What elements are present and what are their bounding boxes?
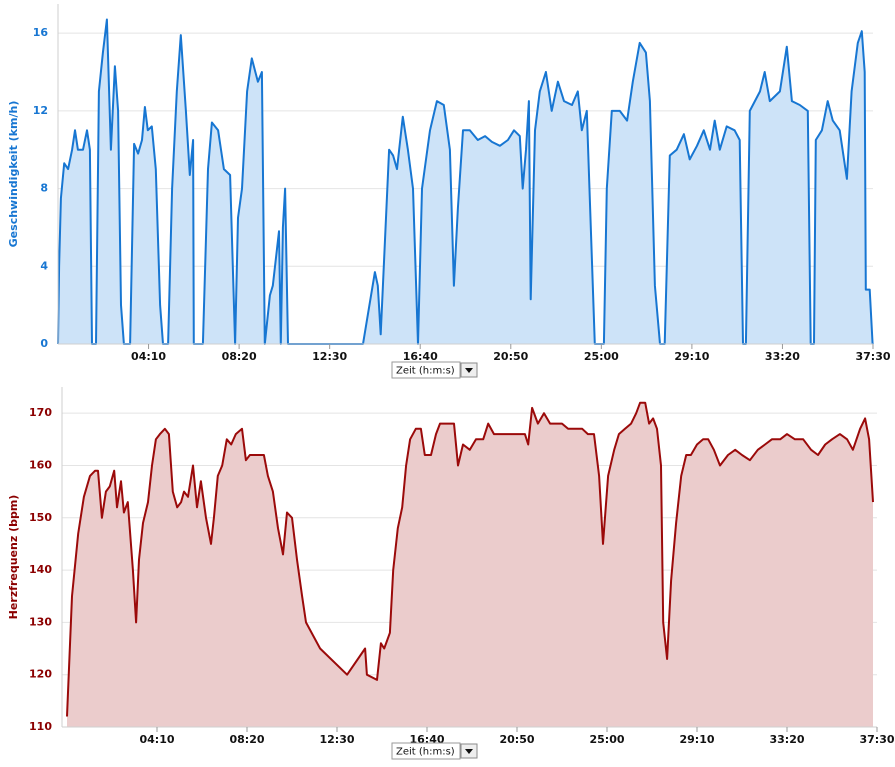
series-line — [66, 401, 874, 717]
selector-box[interactable] — [391, 361, 461, 379]
x-tick-label: 04:10 — [139, 733, 174, 746]
x-tick-label: 08:20 — [222, 350, 257, 363]
y-tick-label: 110 — [29, 720, 52, 733]
y-axis-label: Herzfrequenz (bpm) — [7, 495, 20, 620]
x-tick-label: 04:10 — [131, 350, 166, 363]
y-tick-label: 150 — [29, 511, 52, 524]
y-tick-label: 170 — [29, 406, 52, 419]
x-tick-label: 29:10 — [679, 733, 714, 746]
x-tick-label: 33:20 — [765, 350, 800, 363]
x-axis-selector[interactable]: Zeit (h:m:s) — [391, 361, 478, 379]
x-tick-label: 08:20 — [229, 733, 264, 746]
x-tick-label: 25:00 — [584, 350, 619, 363]
x-tick-label: 20:50 — [493, 350, 528, 363]
series-line — [57, 18, 874, 345]
x-tick-label: 37:30 — [855, 350, 890, 363]
x-tick-label: 12:30 — [319, 733, 354, 746]
y-tick-label: 16 — [33, 26, 49, 39]
y-tick-label: 0 — [40, 337, 48, 350]
selector-text[interactable]: Zeit (h:m:s) — [396, 747, 455, 758]
y-tick-label: 140 — [29, 563, 52, 576]
y-tick-label: 120 — [29, 668, 52, 681]
x-tick-label: 20:50 — [499, 733, 534, 746]
y-axis-label: Geschwindigkeit (km/h) — [7, 101, 20, 248]
y-tick-label: 12 — [33, 104, 48, 117]
selector-text[interactable]: Zeit (h:m:s) — [396, 366, 455, 377]
selector-arrow[interactable] — [465, 749, 473, 754]
x-tick-label: 12:30 — [312, 350, 347, 363]
x-tick-label: 33:20 — [769, 733, 804, 746]
y-tick-label: 8 — [40, 182, 48, 195]
selector-box[interactable] — [391, 742, 461, 760]
area-fill — [58, 19, 873, 344]
y-tick-label: 160 — [29, 458, 52, 471]
x-tick-label: 37:30 — [859, 733, 894, 746]
x-axis-selector[interactable]: Zeit (h:m:s) — [391, 742, 478, 760]
y-tick-label: 4 — [40, 259, 48, 272]
selector-arrow[interactable] — [465, 368, 473, 373]
x-tick-label: 29:10 — [674, 350, 709, 363]
area-fill — [67, 402, 873, 727]
x-tick-label: 25:00 — [589, 733, 624, 746]
x-tick-label: 16:40 — [403, 350, 438, 363]
y-tick-label: 130 — [29, 615, 52, 628]
